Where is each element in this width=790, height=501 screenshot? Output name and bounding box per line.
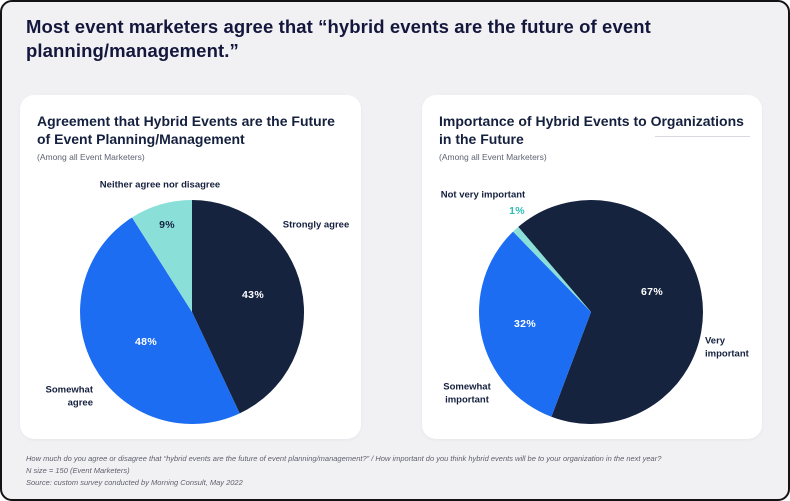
pie-slice-somewhat-important [479, 231, 591, 417]
slice-label-strongly-agree: Strongly agree [282, 219, 350, 231]
chart-title-importance: Importance of Hybrid Events to Organizat… [439, 113, 744, 148]
chart-subtitle-importance: (Among all Event Marketers) [439, 152, 547, 163]
slice-label-very-important: Very important [705, 335, 749, 359]
slice-percent-not-very-important: 1% [509, 205, 525, 217]
page-title: Most event marketers agree that “hybrid … [26, 16, 651, 62]
title-divider-line [655, 136, 750, 137]
slice-percent-strongly-agree: 43% [242, 289, 264, 301]
slice-label-neither-agree-nor-disagree: Neither agree nor disagree [99, 179, 221, 191]
slice-label-somewhat-important: Somewhat important [443, 381, 491, 405]
chart-title-agreement: Agreement that Hybrid Events are the Fut… [37, 113, 335, 148]
slice-percent-somewhat-agree: 48% [135, 336, 157, 348]
pie-slice-very-important [518, 200, 703, 424]
footnote-block: How much do you agree or disagree that “… [26, 453, 764, 489]
pie-slice-not-very-important [513, 226, 591, 312]
slice-percent-neither-agree-nor-disagree: 9% [159, 219, 175, 231]
card-importance-chart: Importance of Hybrid Events to Organizat… [422, 95, 762, 439]
pie-slice-strongly-agree [192, 200, 304, 414]
card-agreement-chart: Agreement that Hybrid Events are the Fut… [20, 95, 361, 439]
pie-slice-somewhat-agree [80, 217, 240, 424]
pie-chart-agreement: 43% Strongly agree 48% Somewhat agree 9% Neit… [20, 95, 361, 439]
slice-label-somewhat-agree: Somewhat agree [45, 384, 93, 408]
slice-label-not-very-important: Not very important [440, 189, 526, 201]
chart-subtitle-agreement: (Among all Event Marketers) [37, 152, 145, 163]
pie-chart-importance: 67% Very important 32% Somewhat important 1%… [422, 95, 762, 439]
footnote-question: How much do you agree or disagree that “… [26, 454, 662, 463]
slice-percent-somewhat-important: 32% [514, 318, 536, 330]
pie-slice-neither-agree-nor-disagree [131, 200, 192, 312]
footnote-n-size: N size = 150 (Event Marketers) [26, 466, 130, 475]
slice-percent-very-important: 67% [641, 286, 663, 298]
footnote-source: Source: custom survey conducted by Morni… [26, 478, 243, 487]
pie-svg-0 [80, 200, 304, 424]
pie-svg-1 [479, 200, 703, 424]
